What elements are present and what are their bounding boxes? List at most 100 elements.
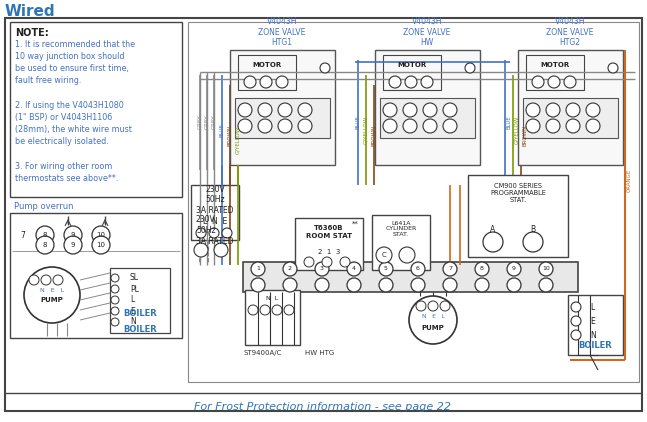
Circle shape [566,119,580,133]
Bar [380,98,475,138]
Text: BOILER: BOILER [123,325,157,335]
Circle shape [539,262,553,276]
Circle shape [389,76,401,88]
Text: 2  1  3: 2 1 3 [318,249,340,255]
Circle shape [532,76,544,88]
Text: BROWN: BROWN [523,124,527,146]
Circle shape [214,243,228,257]
Circle shape [196,228,206,238]
Text: CM900 SERIES
PROGRAMMABLE
STAT.: CM900 SERIES PROGRAMMABLE STAT. [490,183,546,203]
Text: 8: 8 [43,232,47,238]
Text: **: ** [352,221,359,227]
Text: L641A
CYLINDER
STAT.: L641A CYLINDER STAT. [386,221,417,237]
Text: BOILER: BOILER [578,341,612,350]
Bar [526,55,584,90]
Text: 7: 7 [448,267,452,271]
Bar [110,268,170,333]
Bar [375,50,480,165]
Bar [518,50,623,165]
Circle shape [36,226,54,244]
Circle shape [298,103,312,117]
Circle shape [383,103,397,117]
Bar [523,98,618,138]
Text: Wired: Wired [5,5,56,19]
Circle shape [238,119,252,133]
Circle shape [571,302,581,312]
Circle shape [411,262,425,276]
Circle shape [443,262,457,276]
Text: GREY: GREY [204,115,210,129]
Text: G/YELLOW: G/YELLOW [514,116,520,144]
Text: L: L [130,295,134,305]
Circle shape [507,278,521,292]
Circle shape [92,226,110,244]
Circle shape [507,262,521,276]
Text: HW HTG: HW HTG [305,350,334,356]
Circle shape [409,296,457,344]
Circle shape [475,278,489,292]
Circle shape [320,63,330,73]
Text: BLUE: BLUE [355,115,360,129]
Circle shape [29,275,39,285]
Circle shape [248,305,258,315]
Text: GREY: GREY [212,115,217,129]
Circle shape [440,301,450,311]
Circle shape [194,243,208,257]
Circle shape [526,119,540,133]
Circle shape [64,236,82,254]
Circle shape [571,330,581,340]
Circle shape [251,262,265,276]
Text: G/YELLOW: G/YELLOW [364,116,369,144]
Text: PUMP: PUMP [41,297,63,303]
Bar [243,262,578,292]
Circle shape [298,119,312,133]
Circle shape [383,119,397,133]
Circle shape [416,301,426,311]
Circle shape [260,76,272,88]
Text: ST9400A/C: ST9400A/C [243,350,281,356]
Circle shape [586,103,600,117]
Circle shape [423,103,437,117]
Circle shape [608,63,618,73]
Bar [10,22,182,197]
Circle shape [283,278,297,292]
Circle shape [566,103,580,117]
Bar [568,295,623,355]
Text: C: C [382,252,386,258]
Circle shape [283,262,297,276]
Text: N   E   L: N E L [422,314,444,319]
Circle shape [376,247,392,263]
Bar [372,215,430,270]
Circle shape [428,301,438,311]
Text: N   E   L: N E L [40,287,64,292]
Circle shape [405,76,417,88]
Circle shape [238,103,252,117]
Circle shape [244,76,256,88]
Bar [238,55,296,90]
Text: L  N  E: L N E [203,217,227,227]
Circle shape [475,262,489,276]
Circle shape [111,285,119,293]
Circle shape [443,103,457,117]
Text: 8: 8 [480,267,484,271]
Circle shape [421,76,433,88]
Circle shape [523,232,543,252]
Text: G/YELLOW: G/YELLOW [236,126,241,154]
Circle shape [347,262,361,276]
Bar [191,185,239,240]
Circle shape [546,119,560,133]
Circle shape [258,103,272,117]
Text: V4043H
ZONE VALVE
HTG2: V4043H ZONE VALVE HTG2 [546,17,594,47]
Circle shape [111,296,119,304]
Text: BLUE: BLUE [507,115,512,129]
Circle shape [111,274,119,282]
Circle shape [284,305,294,315]
Text: 9: 9 [71,232,75,238]
Text: MOTOR: MOTOR [540,62,569,68]
Bar [383,55,441,90]
Circle shape [423,119,437,133]
Circle shape [322,257,332,267]
Text: E: E [130,306,135,316]
Bar [295,218,363,270]
Circle shape [222,228,232,238]
